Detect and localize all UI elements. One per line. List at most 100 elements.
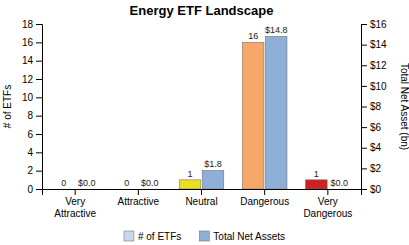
- x-tick: VeryAttractive: [54, 189, 96, 219]
- y2-tick-mark: [361, 107, 367, 108]
- y2-tick-label: $8: [370, 101, 382, 112]
- y2-tick: $8: [361, 101, 382, 112]
- y-tick-mark: [36, 152, 42, 153]
- y-tick-mark: [36, 116, 42, 117]
- title: Energy ETF Landscape: [130, 3, 274, 18]
- legend-item: Total Net Assets: [199, 231, 285, 242]
- x-tick-label-line: Attractive: [117, 196, 159, 207]
- bar-series: [179, 42, 327, 189]
- x-tick-mark: [201, 189, 202, 195]
- y-tick-label: 14: [22, 55, 34, 66]
- y2-tick: $16: [361, 19, 387, 30]
- y-tick-mark: [36, 189, 42, 190]
- y2-tick-label: $2: [370, 163, 382, 174]
- data-label: $0.0: [331, 178, 349, 188]
- data-label: $1.8: [204, 159, 222, 169]
- bar: [306, 180, 328, 189]
- bar: [53, 189, 75, 190]
- y2-tick-mark: [361, 86, 367, 87]
- x-tick-label: VeryDangerous: [303, 196, 352, 219]
- x-tick-label: Neutral: [185, 196, 217, 207]
- plot: VeryAttractiveAttractiveNeutralDangerous…: [22, 19, 387, 219]
- y-tick-mark: [36, 171, 42, 172]
- x-tick-mark: [138, 189, 139, 195]
- bar: [76, 189, 98, 190]
- y-tick-label: 8: [27, 110, 33, 121]
- y-tick: 16: [22, 37, 42, 48]
- y2-tick-label: $6: [370, 122, 382, 133]
- data-label: 0: [124, 178, 129, 188]
- bars: [179, 36, 327, 189]
- y-tick: 10: [22, 92, 42, 103]
- y-tick-label: 4: [27, 147, 33, 158]
- x-tick: Dangerous: [240, 189, 289, 207]
- data-label: 1: [187, 169, 192, 179]
- y2-tick: $2: [361, 163, 382, 174]
- data-label: 0: [61, 178, 66, 188]
- legend-item: # of ETFs: [124, 231, 181, 242]
- x-tick-label-line: Very: [65, 196, 85, 207]
- y-tick: 14: [22, 55, 42, 66]
- y-tick-label: 16: [22, 37, 34, 48]
- bar: [139, 189, 161, 190]
- y-axis-line: [36, 25, 43, 190]
- y-tick-mark: [36, 61, 42, 62]
- x-tick-mark: [327, 189, 328, 195]
- y-tick-label: 6: [27, 129, 33, 140]
- y2-tick-mark: [361, 127, 367, 128]
- chart: VeryAttractiveAttractiveNeutralDangerous…: [0, 0, 409, 245]
- y-tick-mark: [36, 134, 42, 135]
- y-tick-label: 18: [22, 19, 34, 30]
- x-tick-label: VeryAttractive: [54, 196, 96, 219]
- y2-tick-mark: [361, 45, 367, 46]
- y2-tick: $14: [361, 39, 387, 50]
- x-tick-label: Dangerous: [240, 196, 289, 207]
- x-axis-line: [43, 190, 362, 196]
- x-axis: VeryAttractiveAttractiveNeutralDangerous…: [43, 189, 362, 219]
- data-label: 1: [314, 169, 319, 179]
- y-tick: 6: [27, 129, 42, 140]
- y-tick-mark: [36, 42, 42, 43]
- y-tick-label: 2: [27, 165, 33, 176]
- y-tick: 12: [22, 74, 42, 85]
- x-tick: Attractive: [117, 189, 159, 207]
- y-tick: 2: [27, 165, 42, 176]
- bar: [116, 189, 138, 190]
- y2-tick-label: $4: [370, 142, 382, 153]
- y2-tick: $6: [361, 122, 382, 133]
- y-tick-mark: [36, 24, 42, 25]
- y-tick-mark: [36, 97, 42, 98]
- y-tick-label: 12: [22, 74, 34, 85]
- y2-tick-mark: [361, 189, 367, 190]
- y-tick-mark: [36, 79, 42, 80]
- y2-tick-label: $12: [370, 60, 387, 71]
- y2-tick: $0: [361, 184, 382, 195]
- y2-tick: $4: [361, 142, 382, 153]
- bar: [265, 36, 287, 189]
- y-tick: 4: [27, 147, 42, 158]
- y2-tick-label: $10: [370, 81, 387, 92]
- x-tick-mark: [75, 189, 76, 195]
- legend-label: Total Net Assets: [213, 231, 285, 242]
- y2-tick-label: $16: [370, 19, 387, 30]
- y-tick: 18: [22, 19, 42, 30]
- y-axis-title: # of ETFs: [2, 85, 13, 128]
- legend-swatch: [199, 231, 209, 241]
- data-label: $14.8: [265, 25, 288, 35]
- legend: # of ETFs Total Net Assets: [124, 231, 285, 242]
- data-label: $0.0: [141, 178, 159, 188]
- x-tick-label-line: Attractive: [54, 208, 96, 219]
- data-label: $0.0: [78, 178, 96, 188]
- y2-tick-mark: [361, 148, 367, 149]
- x-tick: VeryDangerous: [303, 189, 352, 219]
- x-tick-label-line: Very: [318, 196, 338, 207]
- legend-swatch: [124, 231, 134, 241]
- x-tick-label-line: Dangerous: [303, 208, 352, 219]
- y-axis: 024681012141618: [22, 19, 43, 195]
- data-labels: 001161$0.0$0.0$1.8$14.8$0.0: [61, 25, 348, 188]
- y2-axis-line: [362, 25, 368, 190]
- bar-series: [202, 36, 287, 189]
- bar: [242, 42, 264, 189]
- y2-axis-title: Total Net Asset (bn): [399, 63, 409, 150]
- x-tick: Neutral: [185, 189, 217, 207]
